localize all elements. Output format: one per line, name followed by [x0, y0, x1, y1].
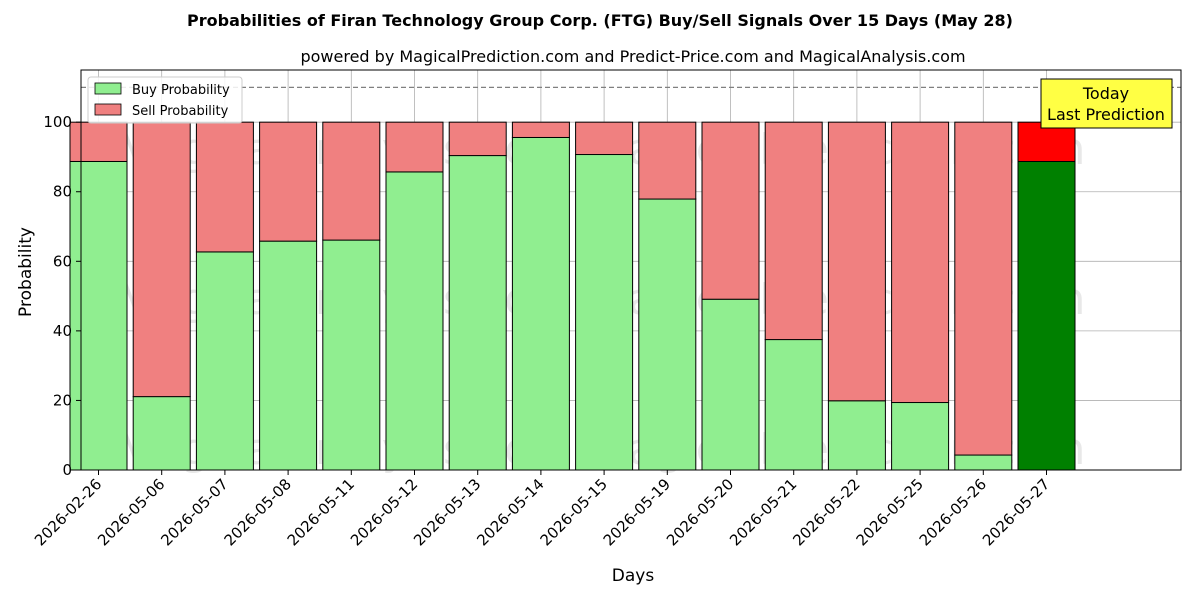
x-tick-label: 2026-05-15 [537, 475, 611, 549]
x-tick-label: 2026-02-26 [31, 475, 105, 549]
bar-buy [827, 400, 886, 471]
bar-sell [195, 121, 254, 253]
today-annotation-line-1: Today [1082, 84, 1129, 103]
today-annotation: Today Last Prediction [1040, 78, 1173, 129]
bar-buy [448, 155, 507, 471]
legend-swatch-sell [94, 103, 122, 116]
chart-subtitle: powered by MagicalPrediction.com and Pre… [300, 47, 965, 66]
y-axis-label: Probability [16, 227, 36, 317]
y-tick-label: 100 [43, 113, 72, 131]
bar-sell [132, 121, 191, 398]
bar-buy [638, 198, 697, 471]
bar-sell [385, 121, 444, 173]
y-tick-label: 0 [62, 461, 72, 479]
today-annotation-box [1040, 78, 1173, 129]
x-tick-label: 2026-05-22 [789, 475, 863, 549]
legend-label-sell: Sell Probability [132, 104, 229, 119]
x-tick-label: 2026-05-11 [284, 475, 358, 549]
legend-box [87, 76, 243, 124]
bar-buy [385, 171, 444, 471]
x-tick-label: 2026-05-26 [916, 475, 990, 549]
bars [69, 121, 1076, 471]
y-tick-label: 20 [53, 391, 72, 409]
bar-sell [69, 121, 128, 162]
x-tick-label: 2026-05-13 [410, 475, 484, 549]
bar-sell [701, 121, 760, 300]
chart-title: Probabilities of Firan Technology Group … [187, 11, 1013, 30]
bar-sell [575, 121, 634, 156]
bar-buy [259, 240, 318, 471]
x-tick-label: 2026-05-27 [979, 475, 1053, 549]
y-tick-label: 80 [53, 183, 72, 201]
x-tick-label: 2026-05-25 [853, 475, 927, 549]
bar-sell [891, 121, 950, 404]
bar-buy [764, 339, 823, 471]
legend: Buy Probability Sell Probability [87, 76, 243, 124]
bar-buy [322, 239, 381, 471]
x-axis-label: Days [612, 566, 655, 586]
x-tick-label: 2026-05-19 [600, 475, 674, 549]
x-axis: 2026-02-262026-05-062026-05-072026-05-08… [31, 470, 1053, 549]
x-tick-label: 2026-05-07 [157, 475, 231, 549]
x-tick-label: 2026-05-20 [663, 475, 737, 549]
bar-sell [764, 121, 823, 341]
y-tick-label: 40 [53, 322, 72, 340]
x-tick-label: 2026-05-12 [347, 475, 421, 549]
y-tick-label: 60 [53, 252, 72, 270]
bar-buy [195, 251, 254, 471]
x-tick-label: 2026-05-14 [473, 475, 547, 549]
bar-sell [322, 121, 381, 241]
bar-buy [575, 154, 634, 471]
x-tick-label: 2026-05-21 [726, 475, 800, 549]
x-tick-label: 2026-05-08 [221, 475, 295, 549]
legend-label-buy: Buy Probability [132, 83, 230, 98]
bar-buy [511, 136, 570, 471]
bar-buy [1017, 160, 1076, 471]
legend-swatch-buy [94, 82, 122, 95]
bar-sell [259, 121, 318, 242]
bar-buy [954, 454, 1013, 471]
bar-sell [827, 121, 886, 402]
bar-sell [638, 121, 697, 200]
bar-sell [448, 121, 507, 157]
y-axis: 0 20 40 60 80 100 [43, 113, 81, 479]
plot-frame [80, 69, 1182, 471]
bar-buy [701, 298, 760, 471]
bar-buy [891, 402, 950, 471]
bar-sell [511, 121, 570, 138]
bar-sell [954, 121, 1013, 456]
bar-buy [132, 396, 191, 471]
today-annotation-line-2: Last Prediction [1047, 105, 1165, 124]
x-tick-label: 2026-05-06 [94, 475, 168, 549]
bar-buy [69, 160, 128, 471]
